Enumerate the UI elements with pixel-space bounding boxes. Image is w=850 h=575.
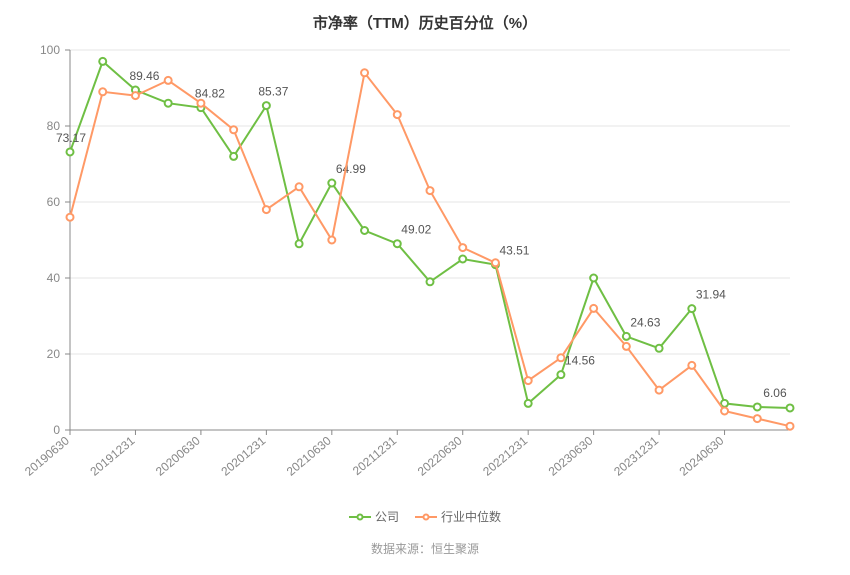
svg-text:40: 40: [47, 271, 61, 285]
svg-text:20231231: 20231231: [611, 433, 661, 478]
svg-text:60: 60: [47, 195, 61, 209]
svg-text:20221231: 20221231: [480, 433, 530, 478]
chart-plot: 0204060801002019063020191231202006302020…: [70, 50, 790, 430]
svg-text:0: 0: [53, 423, 60, 437]
svg-text:64.99: 64.99: [336, 162, 366, 176]
svg-text:20190630: 20190630: [22, 433, 72, 478]
svg-text:14.56: 14.56: [565, 354, 595, 368]
svg-text:20191231: 20191231: [87, 433, 137, 478]
chart-legend: 公司 行业中位数: [0, 507, 850, 526]
legend-item[interactable]: 公司: [349, 508, 399, 525]
legend-item[interactable]: 行业中位数: [415, 508, 501, 525]
legend-label: 行业中位数: [441, 508, 501, 525]
svg-text:20220630: 20220630: [415, 433, 465, 478]
legend-label: 公司: [375, 508, 399, 525]
svg-text:100: 100: [40, 43, 60, 57]
svg-text:31.94: 31.94: [696, 288, 726, 302]
svg-text:6.06: 6.06: [763, 386, 787, 400]
svg-text:73.17: 73.17: [56, 131, 86, 145]
svg-text:89.46: 89.46: [129, 69, 159, 83]
chart-title: 市净率（TTM）历史百分位（%）: [0, 0, 850, 33]
chart-source: 数据来源：恒生聚源: [0, 540, 850, 557]
svg-text:20211231: 20211231: [350, 433, 399, 478]
svg-text:84.82: 84.82: [195, 87, 225, 101]
svg-text:20240630: 20240630: [677, 433, 727, 478]
chart-container: 市净率（TTM）历史百分位（%） 02040608010020190630201…: [0, 0, 850, 575]
svg-text:20: 20: [47, 347, 61, 361]
svg-text:85.37: 85.37: [258, 85, 288, 99]
svg-text:20230630: 20230630: [546, 433, 596, 478]
svg-text:20200630: 20200630: [153, 433, 203, 478]
svg-text:24.63: 24.63: [630, 315, 660, 329]
svg-text:43.51: 43.51: [499, 244, 529, 258]
svg-text:49.02: 49.02: [401, 223, 431, 237]
svg-text:20201231: 20201231: [218, 433, 268, 478]
svg-text:20210630: 20210630: [284, 433, 334, 478]
